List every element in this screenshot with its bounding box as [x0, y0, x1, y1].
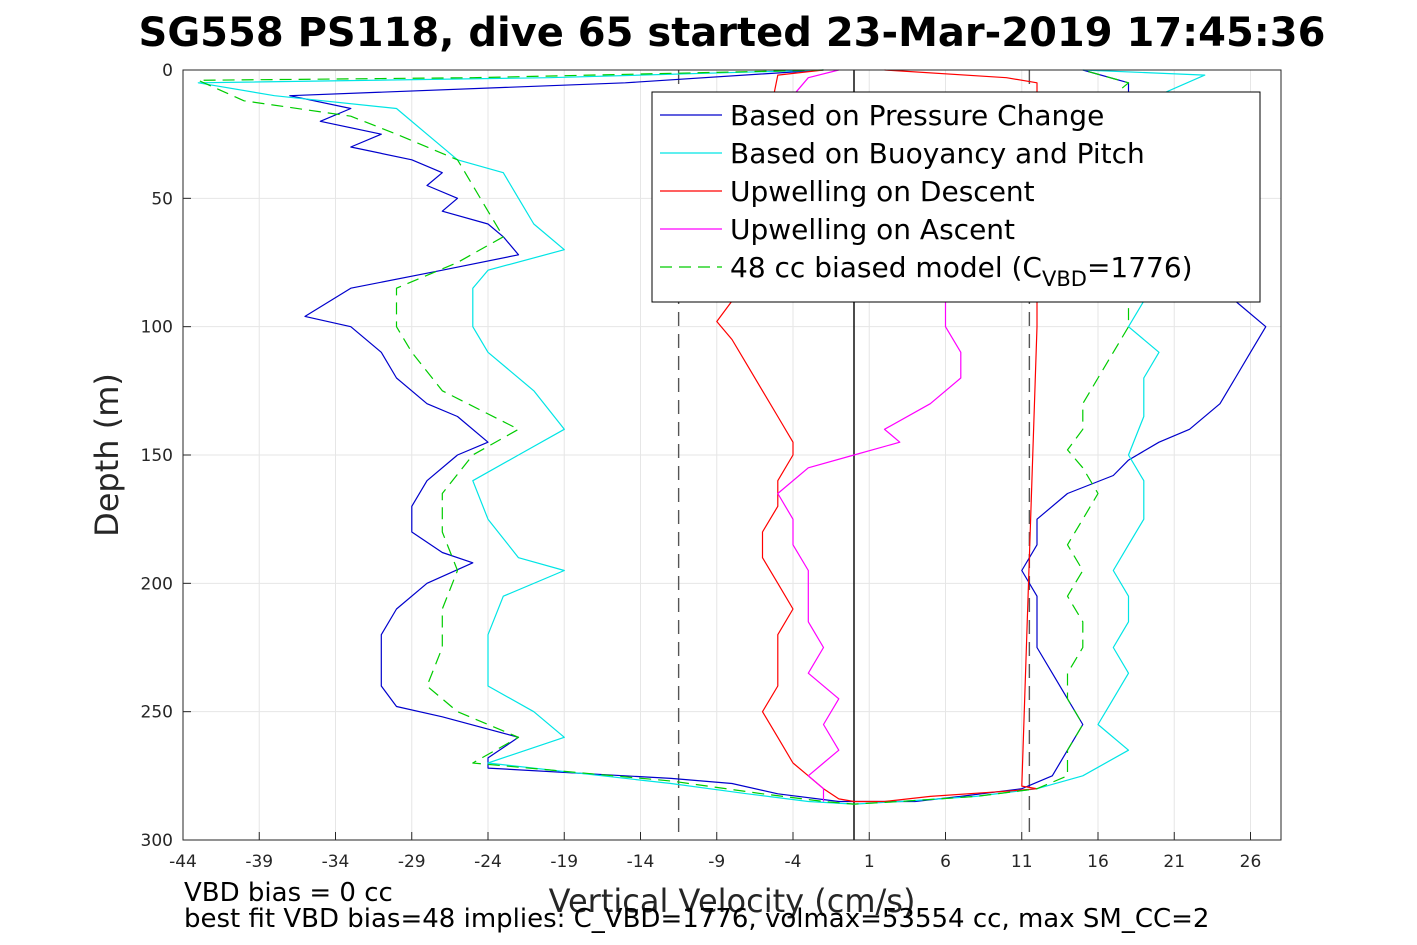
x-tick-label: -44: [169, 852, 197, 872]
legend-box: [651, 91, 1261, 303]
y-tick-label: 150: [141, 446, 173, 466]
x-tick-label: -34: [322, 852, 350, 872]
x-axis-label: Vertical Velocity (cm/s): [549, 882, 916, 920]
y-axis-label: Depth (m): [88, 373, 126, 537]
y-tick-label: 50: [151, 189, 173, 209]
x-tick-label: 11: [1011, 852, 1033, 872]
x-tick-label: -9: [708, 852, 725, 872]
y-tick-label: 100: [141, 318, 173, 338]
x-tick-label: -14: [627, 852, 655, 872]
x-tick-label: 16: [1087, 852, 1109, 872]
series-line-based-on-buoyancy-and-pitch: [197, 69, 1206, 805]
plot-frame: [182, 69, 1282, 841]
x-tick-label: -39: [245, 852, 273, 872]
x-tick-label: -4: [785, 852, 802, 872]
chart-title: SG558 PS118, dive 65 started 23-Mar-2019…: [139, 10, 1326, 56]
x-axis-ticks: -44 -39 -34 -29 -24 -19 -14 -9 -4 1 6 11 16 21 26: [169, 832, 1261, 872]
x-tick-label: -29: [398, 852, 426, 872]
x-tick-label: -19: [550, 852, 578, 872]
legend-label: 48 cc biased model (CVBD=1776): [730, 251, 1193, 291]
legend-label: Based on Buoyancy and Pitch: [730, 137, 1145, 170]
legend-label: Upwelling on Ascent: [730, 213, 1015, 246]
legend-label: Based on Pressure Change: [730, 99, 1104, 132]
series-line-48-cc-biased-model-c-vbd-1776: [197, 69, 1130, 805]
x-tick-label: 1: [864, 852, 875, 872]
best-fit-note: best fit VBD bias=48 implies: C_VBD=1776…: [184, 904, 1210, 934]
x-tick-label: 6: [940, 852, 951, 872]
legend: Based on Pressure Change Based on Buoyanc…: [651, 91, 1261, 303]
series-line-upwelling-on-descent: [716, 69, 1038, 803]
y-tick-label: 0: [162, 61, 173, 81]
y-tick-label: 300: [141, 831, 173, 851]
y-tick-label: 250: [141, 703, 173, 723]
x-tick-label: 26: [1240, 852, 1262, 872]
y-tick-label: 200: [141, 574, 173, 594]
x-tick-label: -24: [474, 852, 502, 872]
vbd-bias-note: VBD bias = 0 cc: [184, 878, 393, 908]
legend-label: Upwelling on Descent: [730, 175, 1035, 208]
x-tick-label: 21: [1163, 852, 1185, 872]
y-axis-ticks: 0 50 100 150 200 250 300: [141, 61, 191, 851]
series-line-upwelling-on-ascent: [777, 69, 962, 802]
series-lines: [197, 69, 1267, 805]
